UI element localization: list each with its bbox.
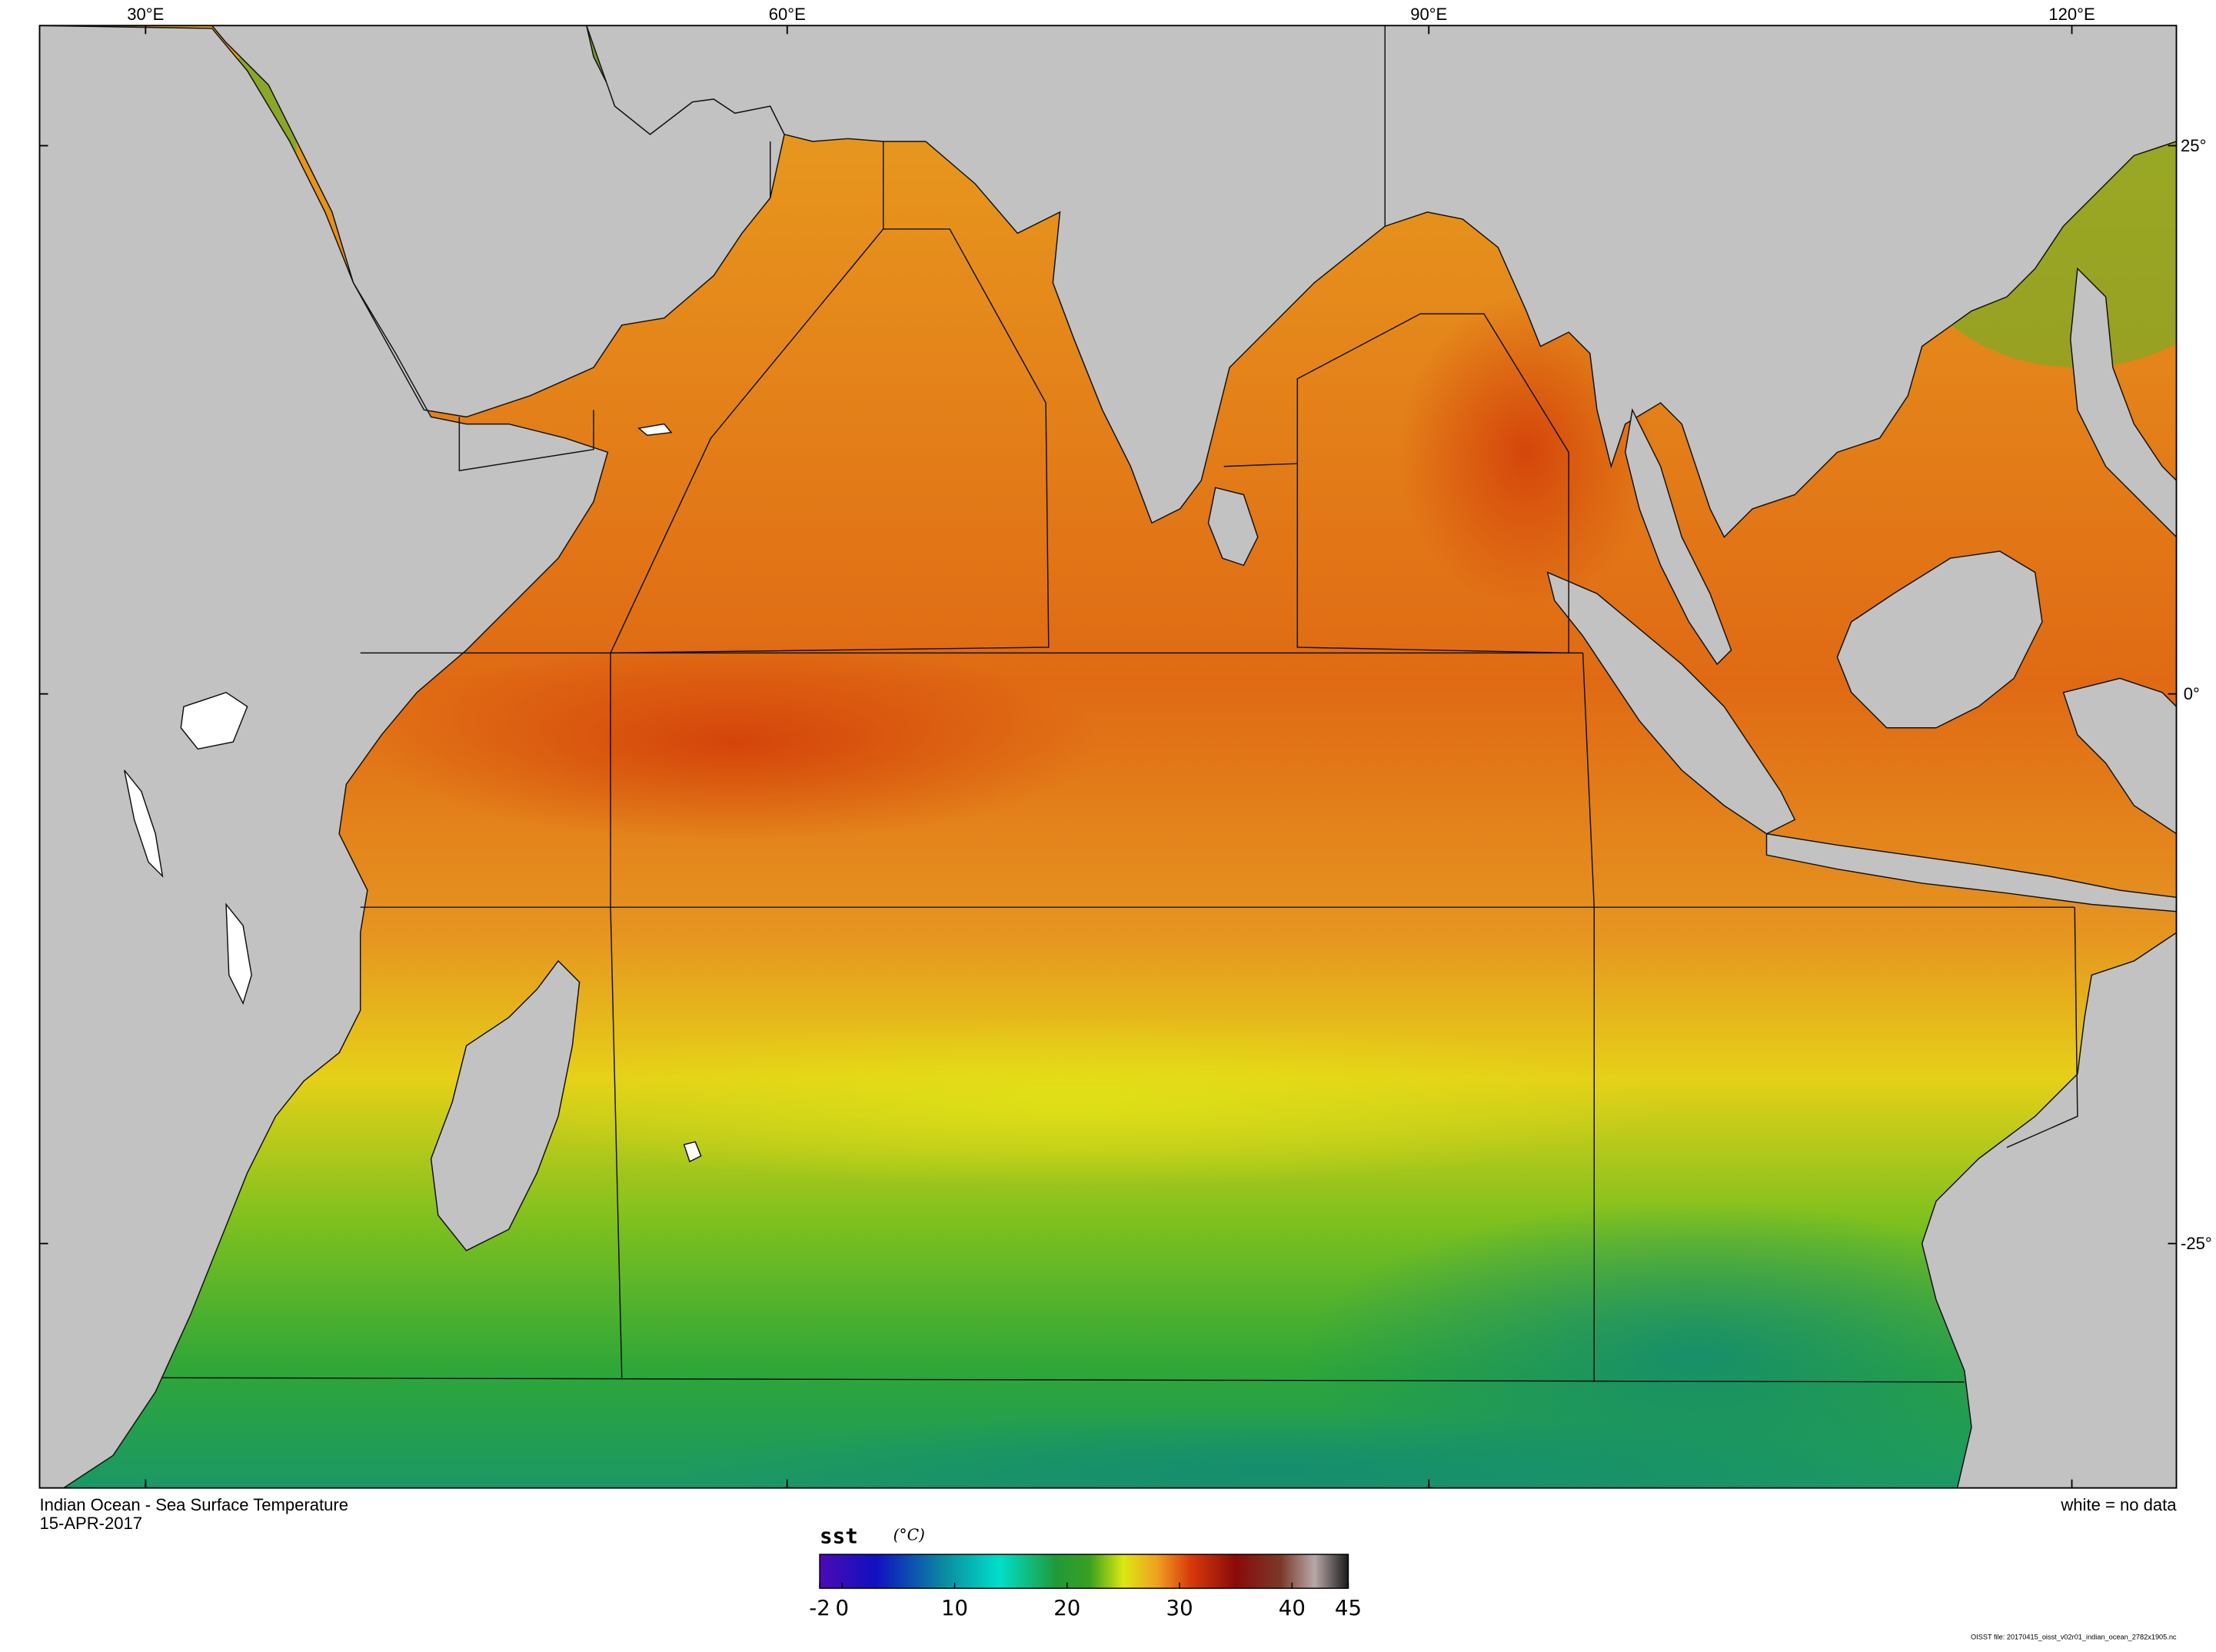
colorbar-tick-label: 0 — [836, 1595, 850, 1620]
region-eq-split — [610, 653, 623, 1378]
landmasses — [39, 25, 2177, 1488]
lon-label-60e: 60°E — [769, 5, 806, 24]
lat-label-0: 0° — [2184, 684, 2200, 703]
colorbar-tick-label: 30 — [1166, 1595, 1193, 1620]
region-arabian-sea — [609, 228, 1050, 654]
colorbar-ticks — [819, 1582, 1349, 1589]
lat-label-25n: 25° — [2181, 136, 2206, 155]
region-bay-of-bengal — [1296, 313, 1569, 654]
land-sumatra-malay — [1546, 407, 1796, 835]
region-eq-west — [360, 652, 2075, 908]
colorbar-gradient — [819, 1554, 1349, 1589]
warm-pool-bay-of-bengal — [1399, 297, 1654, 608]
latitude-ticks — [39, 145, 2177, 1245]
lat-label-25s: -25° — [2181, 1234, 2212, 1253]
colorbar-variable: sst — [820, 1523, 858, 1548]
land-australia — [1921, 904, 2177, 1488]
lon-label-90e: 90°E — [1410, 5, 1447, 24]
region-andaman-boundary — [1223, 463, 1298, 467]
island-mauritius — [124, 769, 164, 878]
region-boundaries — [162, 141, 2078, 1383]
land-borneo — [1836, 550, 2043, 729]
land-arabia-india — [585, 25, 2177, 538]
source-file-note: OISST file: 20170415_oisst_v02r01_indian… — [1971, 1633, 2177, 1640]
colorbar: sst (°C) -2 0 10 20 30 40 45 — [809, 1523, 1362, 1620]
no-data-note: white = no data — [2060, 1495, 2177, 1514]
longitude-ticks — [145, 25, 2073, 1488]
island-seychelles — [180, 691, 248, 750]
small-islands — [124, 423, 702, 1163]
lon-label-120e: 120°E — [2048, 5, 2095, 24]
colorbar-tick-label: 45 — [1335, 1595, 1362, 1620]
region-eq-east — [1582, 653, 1595, 1382]
land-sri-lanka — [1207, 487, 1259, 567]
island-maldives — [683, 1141, 702, 1163]
region-arabia-line — [769, 141, 884, 229]
colorbar-tick-label: 20 — [1053, 1595, 1080, 1620]
bottom-text: Indian Ocean - Sea Surface Temperature 1… — [39, 1495, 2177, 1640]
colorbar-tick-labels: -2 0 10 20 30 40 45 — [809, 1595, 1362, 1620]
longitude-labels: 30°E 60°E 90°E 120°E — [127, 5, 2095, 24]
subtropical-yellow-band — [480, 1017, 1668, 1188]
lon-label-30e: 30°E — [127, 5, 164, 24]
cold-region-southeast — [1300, 1201, 2092, 1488]
cold-region-south — [678, 1413, 1865, 1488]
region-south — [162, 1377, 1965, 1383]
colorbar-tick-label: -2 — [809, 1595, 830, 1620]
colorbar-tick-label: 10 — [941, 1595, 968, 1620]
colorbar-tick-label: 40 — [1279, 1595, 1306, 1620]
figure-title: Indian Ocean - Sea Surface Temperature — [39, 1495, 348, 1514]
figure-date: 15-APR-2017 — [39, 1514, 142, 1533]
map-frame — [39, 25, 2177, 1488]
land-philippines — [2069, 267, 2177, 538]
island-reunion — [225, 902, 252, 1005]
region-east-box — [2006, 907, 2078, 1148]
map-border — [38, 25, 2178, 1489]
latitude-labels: 25° 0° -25° — [2181, 136, 2212, 1253]
island-socotra — [637, 423, 673, 437]
land-sulawesi-east — [2062, 677, 2177, 835]
land-madagascar — [430, 959, 581, 1251]
warm-pool-west — [367, 643, 1103, 841]
colorbar-units: (°C) — [893, 1526, 925, 1544]
land-java-lesser-sunda — [1765, 833, 2177, 912]
region-gulf-of-aden — [458, 410, 594, 472]
